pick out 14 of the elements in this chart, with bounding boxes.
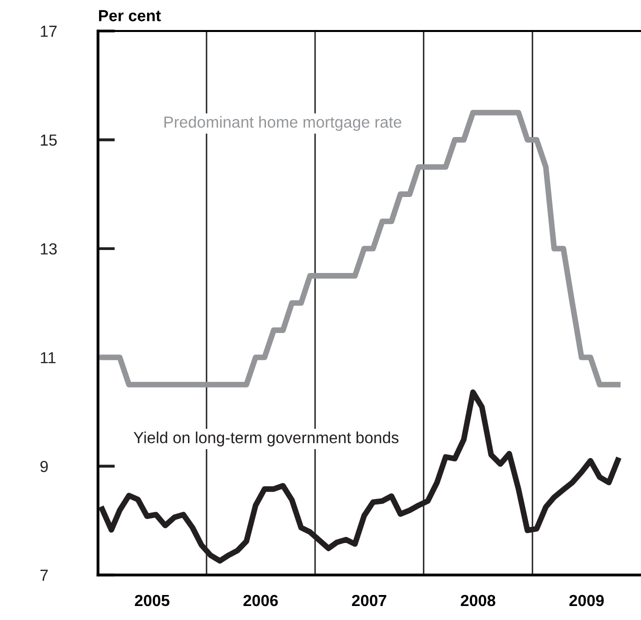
y-tick-label: 11 (40, 352, 56, 364)
text: Yield on long-term government bonds (134, 432, 398, 446)
y-axis-title: Per cent (99, 10, 161, 22)
y-tick-label: 9 (40, 460, 48, 472)
y-tick-label: 17 (40, 26, 57, 37)
x-tick-label: 2005 (134, 594, 170, 606)
x-tick-label: 2007 (352, 594, 386, 606)
x-tick-label: 2009 (569, 594, 604, 606)
x-tick-label: 2008 (460, 594, 496, 606)
y-tick-label: 13 (40, 243, 57, 255)
y-tick-label: 7 (40, 570, 48, 581)
text: Predominant home mortgage rate (164, 116, 402, 131)
x-tick-label: 2006 (243, 594, 278, 606)
y-tick-label: 15 (40, 134, 57, 146)
